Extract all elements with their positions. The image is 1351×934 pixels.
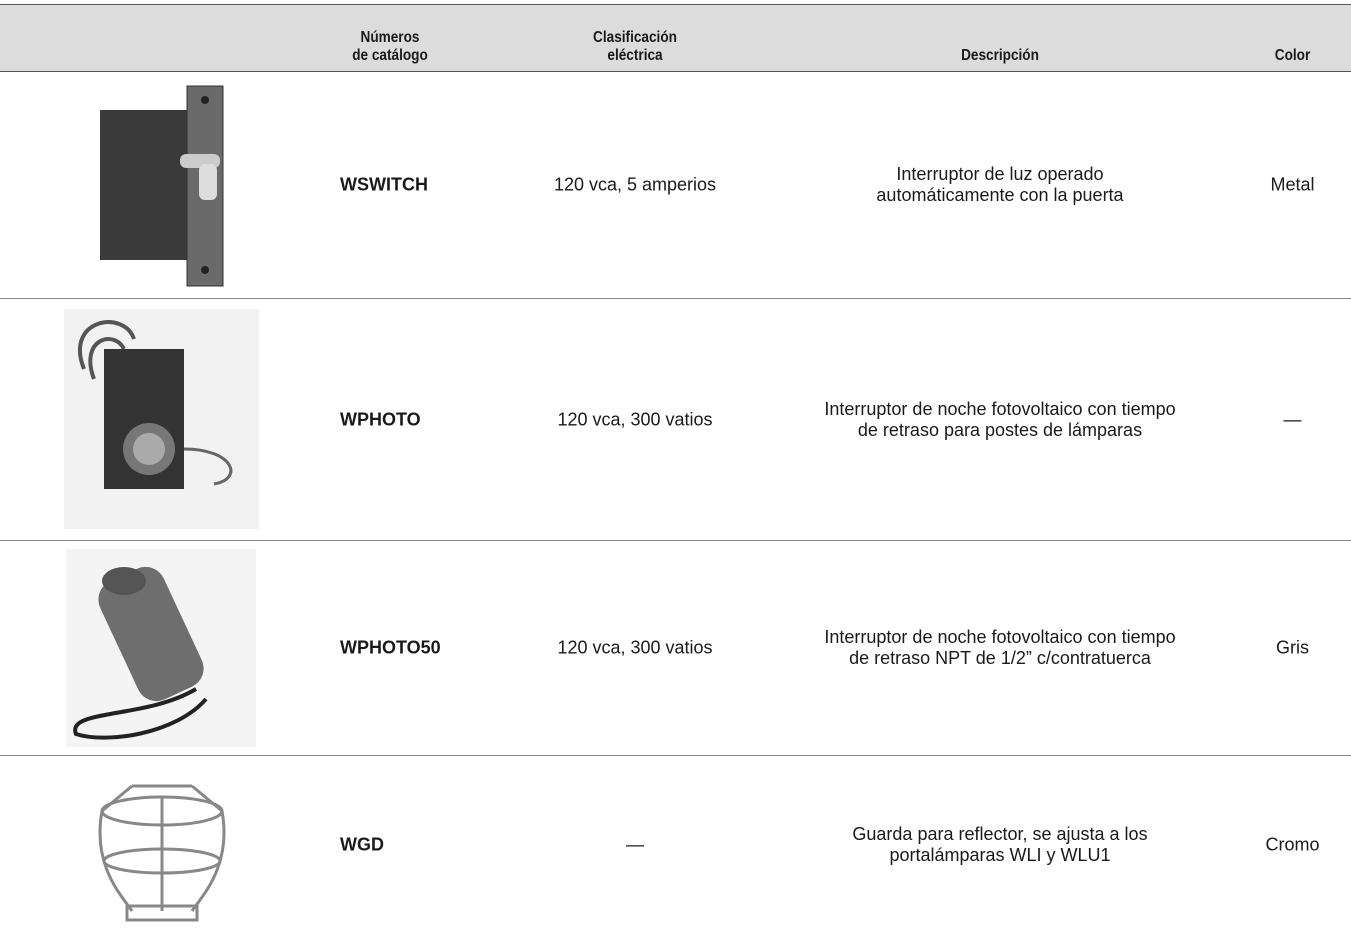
table-row: WSWITCH 120 vca, 5 amperios Interruptor … [0, 72, 1351, 299]
description-line: Interruptor de luz operado [896, 164, 1104, 184]
header-cell: Color [1256, 47, 1328, 65]
table-header: Números de catálogo Clasificación eléctr… [0, 4, 1351, 72]
description-line: Interruptor de noche fotovoltaico con ti… [824, 627, 1176, 647]
description: Interruptor de noche fotovoltaico con ti… [760, 627, 1240, 669]
rating: 120 vca, 300 vatios [557, 637, 713, 658]
header-text: Color [1274, 47, 1311, 64]
product-image [98, 784, 226, 922]
rating: 120 vca, 5 amperios [553, 174, 717, 195]
product-image [100, 85, 224, 287]
header-text: de catálogo [352, 47, 428, 64]
color: Metal [1270, 174, 1315, 195]
description: Interruptor de noche fotovoltaico con ti… [760, 399, 1240, 441]
color: — [1283, 409, 1302, 429]
table-row: WPHOTO 120 vca, 300 vatios Interruptor d… [0, 299, 1351, 541]
catalog-number: WPHOTO [340, 409, 421, 429]
description-line: automáticamente con la puerta [876, 185, 1124, 205]
catalog-number: WPHOTO50 [340, 637, 441, 658]
header-cell: Clasificación eléctrica [567, 29, 703, 65]
table-row: WPHOTO50 120 vca, 300 vatios Interruptor… [0, 541, 1351, 756]
rating: — [626, 834, 644, 855]
description-line: Guarda para reflector, se ajusta a los [852, 824, 1148, 844]
description-line: de retraso NPT de 1/2” c/contratuerca [849, 648, 1151, 668]
header-cell: Números de catálogo [331, 29, 450, 65]
description-line: Interruptor de noche fotovoltaico con ti… [824, 398, 1176, 419]
catalog-number: WSWITCH [340, 174, 428, 195]
product-image [64, 309, 259, 529]
header-text: eléctrica [607, 47, 663, 64]
header-cell: Descripción [932, 47, 1068, 65]
color: Cromo [1265, 834, 1320, 855]
description-line: de retraso para postes de lámparas [857, 419, 1143, 440]
description: Guarda para reflector, se ajusta a los p… [760, 824, 1240, 866]
header-text: Números [360, 29, 420, 46]
catalog-number: WGD [340, 834, 384, 855]
rating: 120 vca, 300 vatios [557, 409, 713, 429]
header-text: Descripción [961, 47, 1039, 64]
header-text: Clasificación [593, 29, 677, 46]
description-line: portalámparas WLI y WLU1 [889, 845, 1111, 865]
product-image [66, 549, 256, 747]
description: Interruptor de luz operado automáticamen… [760, 164, 1240, 206]
color: Gris [1276, 637, 1309, 658]
table-row: WGD — Guarda para reflector, se ajusta a… [0, 756, 1351, 934]
